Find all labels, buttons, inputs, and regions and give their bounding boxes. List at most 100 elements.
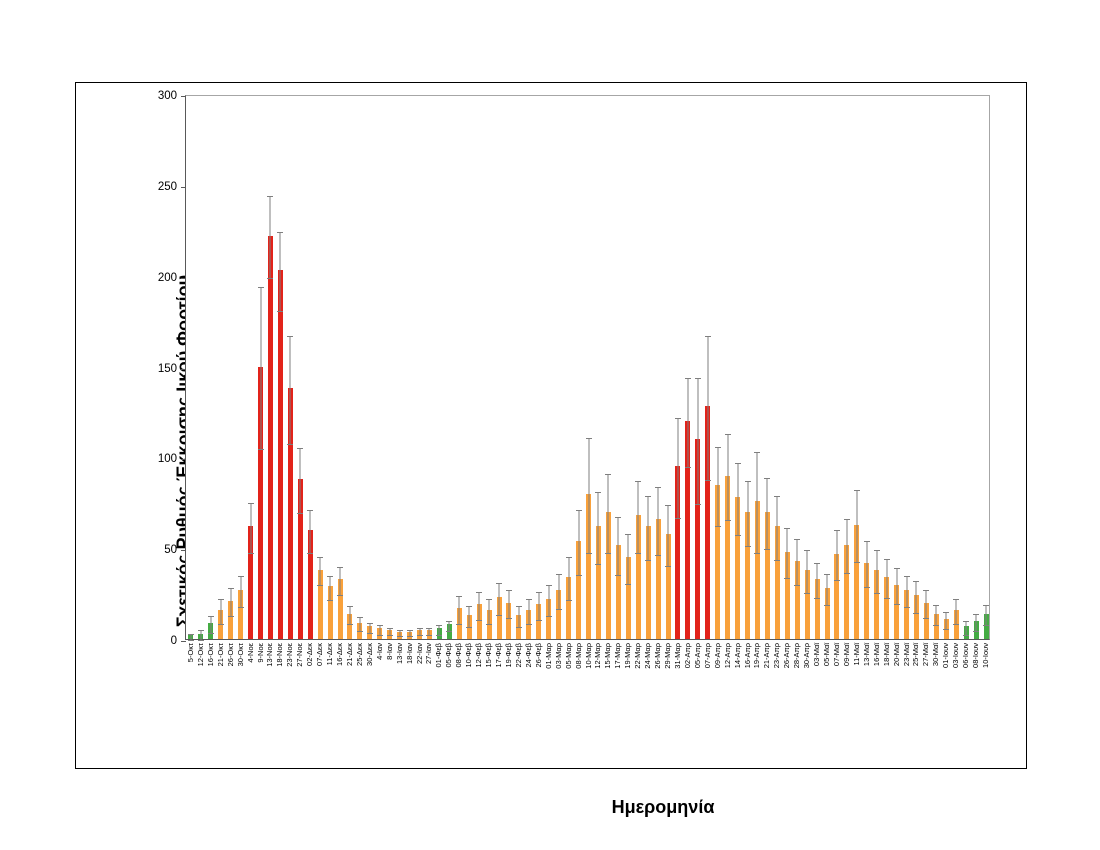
x-tick-label: 16-Απρ [742,643,752,669]
error-bar [953,599,960,625]
x-tick-label: 08-Μαρ [573,643,583,669]
error-bar [476,591,483,621]
error-bar [714,446,721,527]
error-bar [983,604,990,627]
bar [337,579,343,639]
error-bar [376,624,383,636]
error-bar [973,613,980,632]
error-bar [496,582,503,616]
error-bar [873,550,880,594]
error-bar [754,452,761,554]
error-bar [287,335,294,445]
error-bar [764,477,771,551]
x-tick-label: 23-Απρ [772,643,782,669]
error-bar [635,481,642,554]
error-bar [356,617,363,632]
error-bar [257,286,264,451]
x-tick-label: 19-Φεβ [503,643,513,668]
x-tick-label: 23-Μαϊ [901,643,911,667]
bar [923,602,929,639]
x-tick-label: 10-Μαρ [583,643,593,669]
error-bar [217,599,224,625]
x-tick-label: 4-Ιαν [374,643,384,660]
x-tick-label: 21-Απρ [762,643,772,669]
bar [238,589,244,639]
x-tick-label: 12-Φεβ [474,643,484,668]
bar [894,584,900,639]
error-bar [724,433,731,522]
bar [655,519,661,639]
x-tick-label: 13-Νοε [265,643,275,667]
bar [576,540,582,639]
bar [804,569,810,639]
bar [794,560,800,639]
x-tick-label: 03-Μαρ [553,643,563,669]
error-bar [794,539,801,587]
error-bar [456,595,463,625]
x-tick-label: 05-Φεβ [444,643,454,668]
error-bar [535,591,542,621]
error-bar [416,628,423,636]
x-tick-label: 09-Μαϊ [841,643,851,667]
x-tick-label: 20-Μαϊ [891,643,901,667]
error-bar [595,492,602,565]
bar [228,600,234,639]
y-tick-label: 250 [157,180,177,193]
x-tick-label: 18-Ιαν [404,643,414,665]
error-bar [615,517,622,576]
bar [904,589,910,639]
x-tick-label: 22-Μαρ [633,643,643,669]
bar [536,604,542,639]
y-tick-label: 300 [157,90,177,102]
error-bar [674,417,681,520]
y-tick-mark [181,186,186,188]
error-bar [346,606,353,625]
error-bar [883,559,890,600]
x-tick-label: 21-Οκτ [215,643,225,667]
bar [874,569,880,639]
y-tick-label: 150 [157,362,177,375]
x-tick-label: 16-Δεκ [335,643,345,666]
error-bar [545,584,552,618]
x-tick-label: 27-Ιαν [424,643,434,665]
bar [745,511,750,639]
error-bar [307,510,314,554]
error-bar [605,473,612,554]
x-tick-label: 29-Μαρ [663,643,672,669]
x-tick-label: 28-Απρ [792,643,802,669]
error-bar [406,630,413,638]
x-tick-label: 17-Φεβ [494,643,504,668]
x-tick-label: 12-Οκτ [195,643,205,667]
error-bar [396,630,403,638]
x-tick-label: 9-Νοε [255,643,265,663]
x-tick-label: 8-Ιαν [384,643,394,660]
bar [277,270,283,639]
x-tick-label: 01-Ιουν [941,643,951,668]
error-bar [804,550,811,594]
error-bar [426,628,433,636]
bar [685,421,691,639]
bar [566,577,572,639]
bar [625,557,631,639]
x-tick-label: 05-Μαρ [563,643,573,669]
error-bar [297,448,304,514]
bar [884,577,890,639]
x-tick-label: 26-Οκτ [225,643,235,667]
error-bar [694,377,701,505]
x-tick-label: 31-Μαρ [672,643,682,669]
bar [267,235,273,639]
bar [774,526,780,639]
x-tick-label: 13-Μαϊ [861,643,871,667]
bar [913,595,919,639]
bar [258,366,264,639]
error-bar [446,621,453,632]
x-tick-label: 18-Νοε [275,643,285,667]
x-tick-label: 25-Δεκ [354,643,364,666]
error-bar [704,335,711,482]
error-bar [933,604,940,627]
x-tick-label: 09-Απρ [712,643,722,669]
error-bar [645,495,652,562]
x-tick-label: 12-Μαρ [593,643,603,669]
error-bar [486,599,493,625]
x-tick-label: 01-Μαρ [543,643,553,669]
